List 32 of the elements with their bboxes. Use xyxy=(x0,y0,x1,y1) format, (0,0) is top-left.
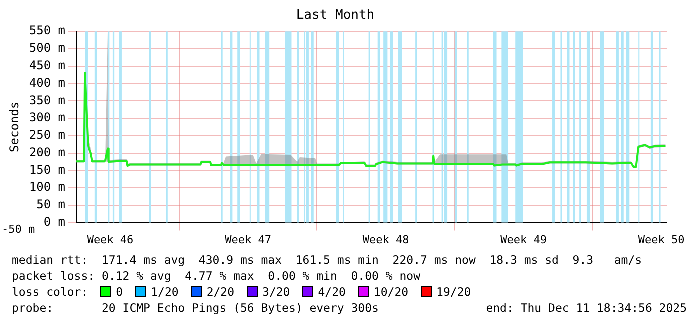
y-axis-title: Seconds xyxy=(7,102,22,152)
text: 2/20 xyxy=(206,285,235,299)
text: -50 m xyxy=(2,223,36,236)
text: 3/20 xyxy=(262,285,290,299)
x-tick-label: Week 46 xyxy=(87,233,134,246)
y-tick-label: 400 m xyxy=(29,76,66,90)
y-tick-label: 550 m xyxy=(29,24,66,38)
x-tick-label: Week 49 xyxy=(500,233,548,246)
text: loss color: xyxy=(12,285,88,299)
y-tick-label: 50 m xyxy=(36,198,66,212)
y-tick-label: 350 m xyxy=(29,93,66,108)
y-tick-label: 100 m xyxy=(29,180,66,194)
chart-title: Last Month xyxy=(296,8,375,24)
y-tick-label: 200 m xyxy=(29,145,66,160)
x-tick-label: Week 50 xyxy=(638,233,685,246)
text: 1/20 xyxy=(151,285,179,299)
text: median rtt: 171.4 ms avg 430.9 ms max 161.5 ms min 220.7 ms now 18.3 ms sd 9.3 am/s xyxy=(12,252,644,268)
y-tick-label: 300 m xyxy=(29,110,66,125)
x-tick-label: Week 48 xyxy=(362,233,410,246)
text: packet loss: 0.12 % avg 4.77 % max 0.00 % min 0.00 % now xyxy=(12,268,422,284)
y-tick-label: 150 m xyxy=(29,162,66,177)
text: 10/20 xyxy=(374,285,409,299)
text: probe: 20 ICMP Echo Pings (56 Bytes) every 300s xyxy=(12,301,379,315)
y-tick-label: 250 m xyxy=(29,128,66,142)
text: 0 xyxy=(116,285,124,299)
text: 4/20 xyxy=(318,285,346,299)
y-tick-label: 500 m xyxy=(29,41,66,56)
x-tick-label: Week 47 xyxy=(225,233,272,246)
y-tick-label: 0 m xyxy=(44,214,66,229)
y-tick-label: 450 m xyxy=(29,58,66,72)
text: 19/20 xyxy=(436,285,472,299)
text: end: Thu Dec 11 18:34:56 2025 xyxy=(486,300,687,316)
